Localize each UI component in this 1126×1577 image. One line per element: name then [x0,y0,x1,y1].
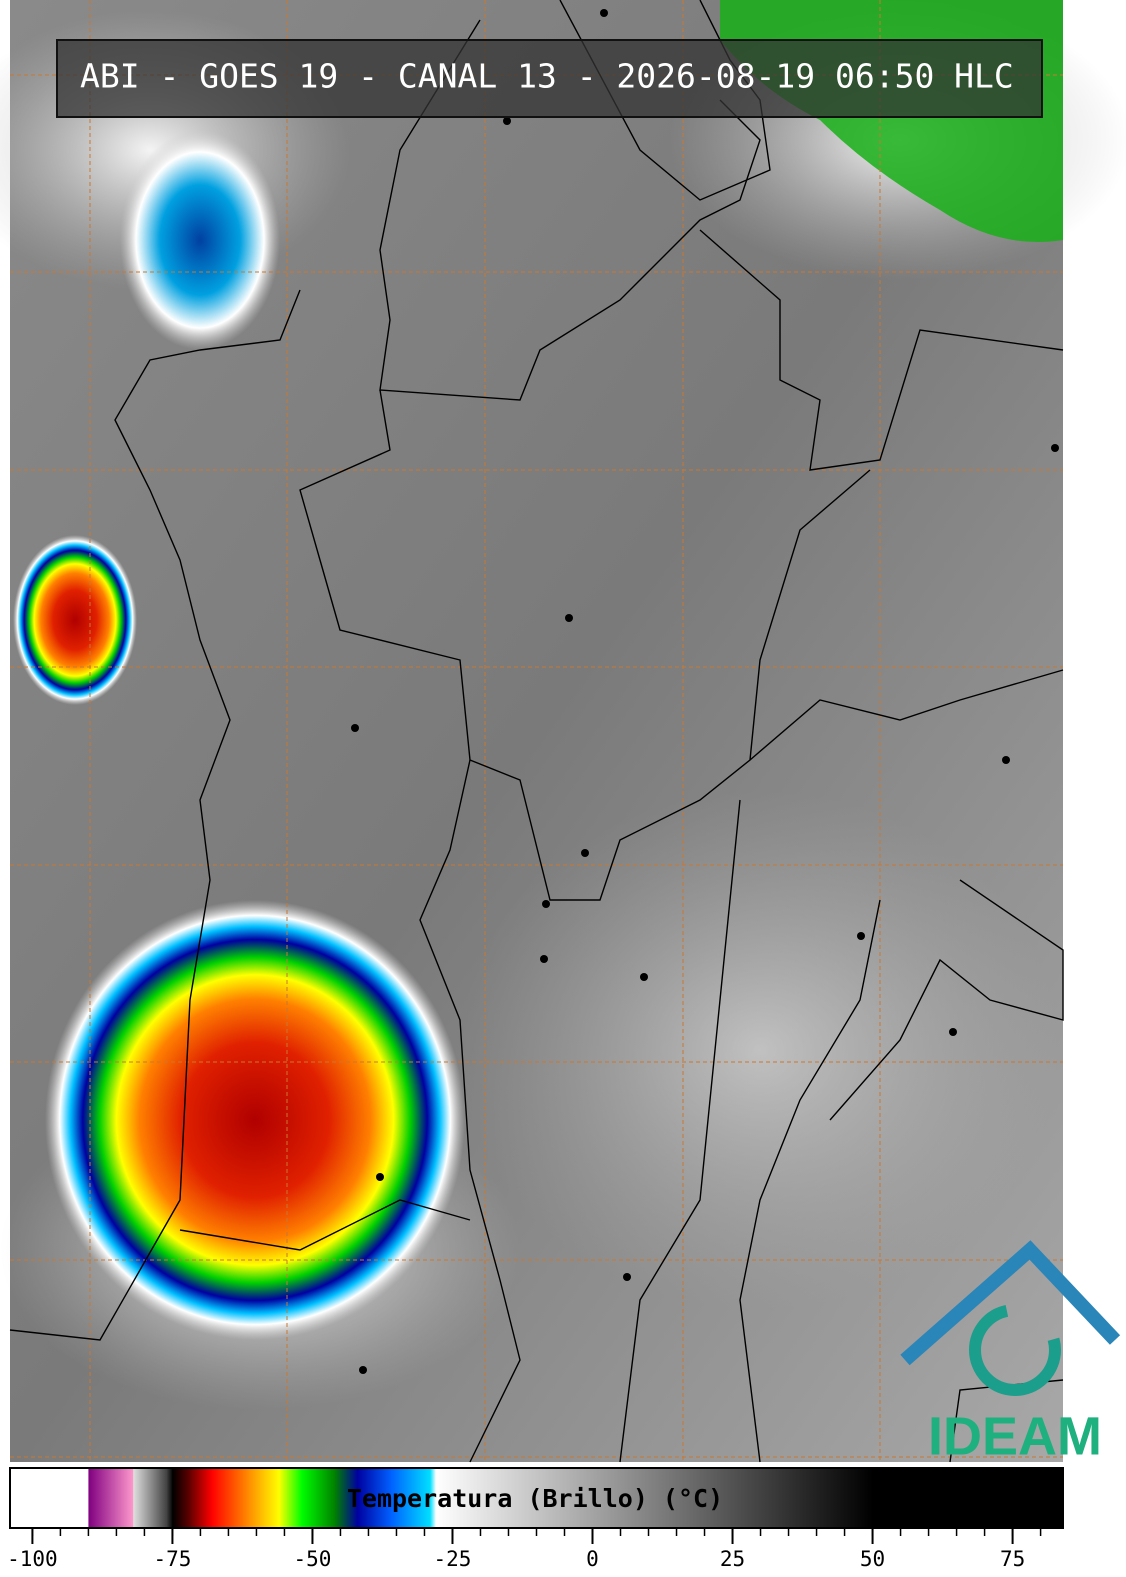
tick-label: 75 [1000,1547,1025,1571]
map: ABI - GOES 19 - CANAL 13 - 2026-08-19 06… [0,0,1126,1466]
colorbar-segment [172,1468,190,1528]
colorbar-segment [10,1468,89,1528]
colorbar-segment [278,1468,302,1528]
colorbar-segment [166,1468,173,1528]
colorbar-segment [133,1468,168,1528]
colorbar-segment [390,1468,431,1528]
cloud [460,790,1060,1310]
borders [9,0,1064,1463]
colorbar: Temperatura (Brillo) (°C) -100 -75 -50 -25 0 2… [7,1467,1064,1571]
title-box [56,39,1043,118]
tick-label: 25 [720,1547,745,1571]
tick-label: -100 [7,1547,58,1571]
colorbar-segment [245,1468,280,1528]
title: ABI - GOES 19 - CANAL 13 - 2026-08-19 06… [80,57,1014,96]
colorbar-segment [301,1468,336,1528]
colorbar-segment [430,1468,437,1528]
logo-roof [900,1240,1121,1366]
cold-cloud [120,130,280,350]
logo: IDEAM [900,1240,1121,1466]
colorbar-segment [211,1468,246,1528]
tick-label: -25 [434,1547,472,1571]
colorbar-segment [88,1468,134,1528]
colorbar-segment [334,1468,358,1528]
tick-label: -50 [293,1547,331,1571]
tick-label: -75 [153,1547,191,1571]
colorbar-segment [189,1468,213,1528]
colorbar-segment [357,1468,392,1528]
colorbar-label: Temperatura (Brillo) (°C) [347,1484,723,1513]
colorbar-segment [872,1468,1064,1528]
storm-cell [45,900,465,1340]
tick-label: 50 [860,1547,885,1571]
colorbar-segment [435,1468,874,1528]
logo-text: IDEAM [928,1406,1102,1466]
storm-cell [13,535,137,705]
logo-swirl [969,1304,1061,1396]
tick-label: 0 [586,1547,599,1571]
city-markers [351,9,1059,1374]
